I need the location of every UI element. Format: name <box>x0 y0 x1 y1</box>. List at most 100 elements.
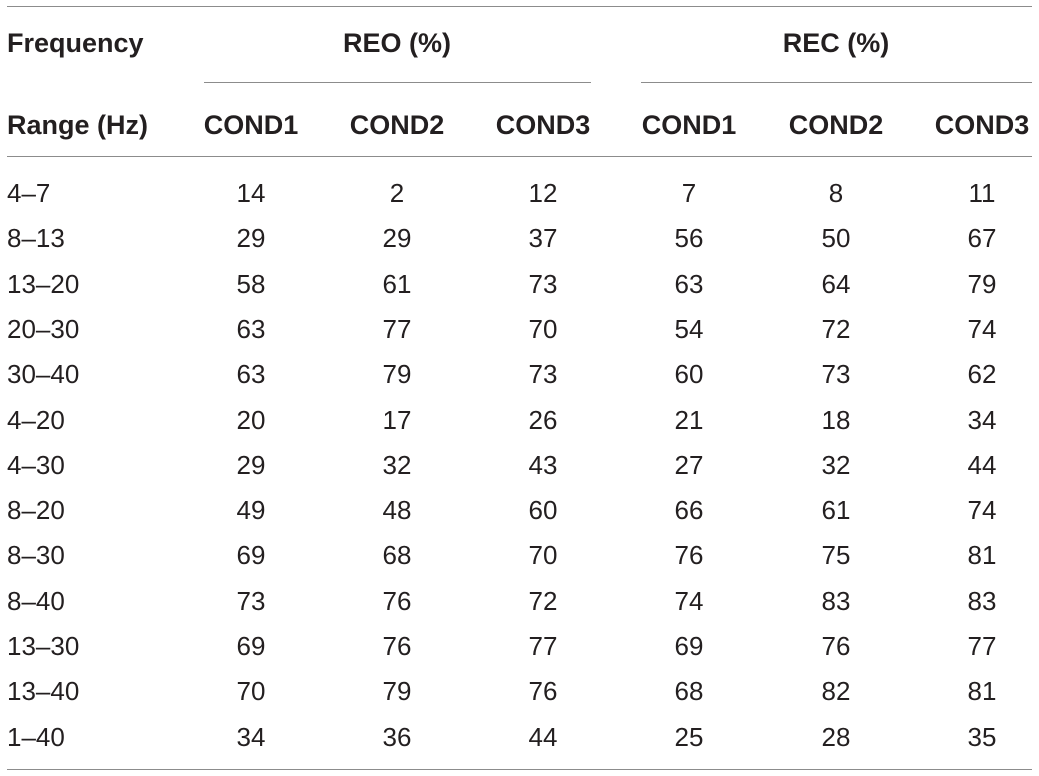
value-cell: 70 <box>528 540 558 571</box>
reo-cond1-header: COND1 <box>203 110 299 140</box>
value-cell: 63 <box>674 268 704 299</box>
value-cell: 17 <box>382 404 412 435</box>
table-row: 13–30 69 76 77 69 76 77 <box>0 626 1039 666</box>
value-cell: 21 <box>674 404 704 435</box>
top-rule <box>7 6 1032 7</box>
table-row: 4–7 14 2 12 7 8 11 <box>0 173 1039 213</box>
frequency-range-cell: 13–20 <box>7 268 80 299</box>
value-cell: 29 <box>382 223 412 254</box>
value-cell: 56 <box>674 223 704 254</box>
value-cell: 54 <box>674 313 704 344</box>
value-cell: 34 <box>967 404 997 435</box>
value-cell: 48 <box>382 495 412 526</box>
table-row: 13–20 58 61 73 63 64 79 <box>0 264 1039 304</box>
value-cell: 73 <box>528 268 558 299</box>
value-cell: 73 <box>528 359 558 390</box>
value-cell: 76 <box>382 631 412 661</box>
value-cell: 64 <box>821 268 851 299</box>
value-cell: 82 <box>821 676 851 707</box>
value-cell: 63 <box>236 359 266 390</box>
range-header: Range (Hz) <box>7 110 148 140</box>
value-cell: 12 <box>528 178 558 208</box>
value-cell: 75 <box>821 540 851 571</box>
frequency-range-cell: 30–40 <box>7 359 80 390</box>
value-cell: 62 <box>967 359 997 390</box>
value-cell: 74 <box>967 495 997 526</box>
table-row: 1–40 34 36 44 25 28 35 <box>0 717 1039 757</box>
frequency-header: Frequency <box>7 28 144 58</box>
reo-cond3-header: COND3 <box>495 110 591 140</box>
rec-cond3-header: COND3 <box>934 110 1030 140</box>
value-cell: 34 <box>236 721 266 752</box>
value-cell: 20 <box>236 404 266 435</box>
frequency-range-cell: 8–40 <box>7 585 65 616</box>
value-cell: 73 <box>821 359 851 390</box>
value-cell: 77 <box>382 313 412 344</box>
value-cell: 60 <box>528 495 558 526</box>
value-cell: 83 <box>967 585 997 616</box>
reo-group-rule <box>204 82 591 83</box>
value-cell: 69 <box>236 540 266 571</box>
value-cell: 79 <box>382 676 412 707</box>
value-cell: 74 <box>674 585 704 616</box>
value-cell: 14 <box>236 178 266 208</box>
value-cell: 66 <box>674 495 704 526</box>
value-cell: 36 <box>382 721 412 752</box>
value-cell: 44 <box>528 721 558 752</box>
frequency-range-cell: 13–30 <box>7 631 80 661</box>
value-cell: 81 <box>967 540 997 571</box>
value-cell: 11 <box>968 178 996 208</box>
frequency-range-cell: 8–13 <box>7 223 65 254</box>
frequency-range-cell: 20–30 <box>7 313 80 344</box>
value-cell: 43 <box>528 449 558 480</box>
frequency-range-cell: 1–40 <box>7 721 65 752</box>
value-cell: 76 <box>382 585 412 616</box>
value-cell: 28 <box>821 721 851 752</box>
value-cell: 35 <box>967 721 997 752</box>
value-cell: 72 <box>528 585 558 616</box>
value-cell: 79 <box>967 268 997 299</box>
frequency-range-cell: 4–7 <box>7 178 51 208</box>
rec-cond1-header: COND1 <box>641 110 737 140</box>
value-cell: 68 <box>382 540 412 571</box>
value-cell: 29 <box>236 449 266 480</box>
table-row: 8–40 73 76 72 74 83 83 <box>0 581 1039 621</box>
value-cell: 74 <box>967 313 997 344</box>
table-row: 8–30 69 68 70 76 75 81 <box>0 535 1039 575</box>
table-row: 8–13 29 29 37 56 50 67 <box>0 218 1039 258</box>
value-cell: 26 <box>528 404 558 435</box>
value-cell: 69 <box>674 631 704 661</box>
frequency-range-cell: 4–20 <box>7 404 65 435</box>
table-row: 8–20 49 48 60 66 61 74 <box>0 490 1039 530</box>
value-cell: 2 <box>389 178 405 208</box>
table-row: 30–40 63 79 73 60 73 62 <box>0 354 1039 394</box>
frequency-range-cell: 4–30 <box>7 449 65 480</box>
value-cell: 73 <box>236 585 266 616</box>
value-cell: 32 <box>382 449 412 480</box>
value-cell: 77 <box>528 631 558 661</box>
value-cell: 29 <box>236 223 266 254</box>
value-cell: 27 <box>674 449 704 480</box>
value-cell: 79 <box>382 359 412 390</box>
value-cell: 70 <box>236 676 266 707</box>
value-cell: 25 <box>674 721 704 752</box>
value-cell: 37 <box>528 223 558 254</box>
value-cell: 76 <box>674 540 704 571</box>
value-cell: 81 <box>967 676 997 707</box>
reo-cond2-header: COND2 <box>349 110 445 140</box>
value-cell: 32 <box>821 449 851 480</box>
value-cell: 70 <box>528 313 558 344</box>
value-cell: 60 <box>674 359 704 390</box>
value-cell: 83 <box>821 585 851 616</box>
value-cell: 58 <box>236 268 266 299</box>
rec-cond2-header: COND2 <box>788 110 884 140</box>
value-cell: 44 <box>967 449 997 480</box>
table-row: 13–40 70 79 76 68 82 81 <box>0 671 1039 711</box>
value-cell: 69 <box>236 631 266 661</box>
value-cell: 61 <box>382 268 412 299</box>
value-cell: 61 <box>821 495 851 526</box>
value-cell: 50 <box>821 223 851 254</box>
rec-group-rule <box>641 82 1032 83</box>
frequency-range-cell: 8–30 <box>7 540 65 571</box>
value-cell: 18 <box>821 404 851 435</box>
